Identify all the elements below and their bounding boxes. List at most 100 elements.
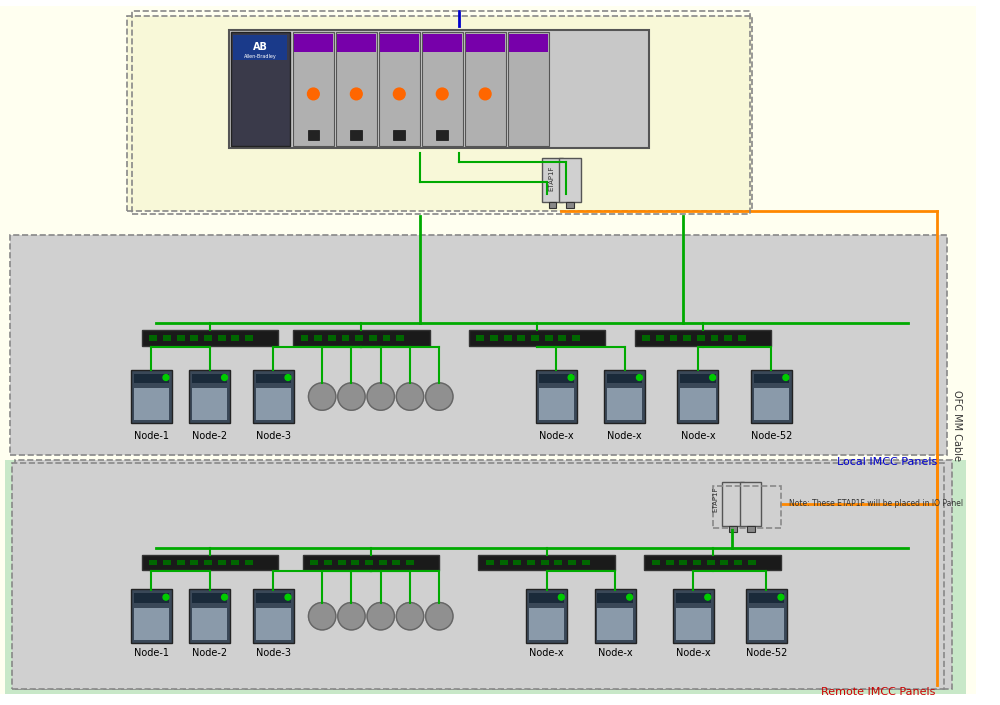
FancyBboxPatch shape (724, 335, 732, 341)
FancyBboxPatch shape (134, 594, 169, 603)
FancyBboxPatch shape (342, 335, 349, 341)
FancyBboxPatch shape (383, 335, 390, 341)
Circle shape (163, 594, 169, 600)
FancyBboxPatch shape (747, 526, 755, 532)
Circle shape (426, 603, 453, 630)
Text: Node-52: Node-52 (751, 431, 792, 441)
Circle shape (705, 594, 711, 600)
Circle shape (367, 383, 394, 410)
FancyBboxPatch shape (595, 589, 636, 643)
FancyBboxPatch shape (379, 560, 387, 565)
FancyBboxPatch shape (192, 594, 227, 603)
FancyBboxPatch shape (597, 608, 633, 640)
FancyBboxPatch shape (729, 526, 737, 532)
FancyBboxPatch shape (256, 374, 291, 384)
FancyBboxPatch shape (392, 560, 400, 565)
FancyBboxPatch shape (711, 335, 718, 341)
FancyBboxPatch shape (604, 369, 645, 424)
FancyBboxPatch shape (338, 560, 346, 565)
FancyBboxPatch shape (134, 374, 169, 384)
FancyBboxPatch shape (542, 158, 563, 202)
FancyBboxPatch shape (527, 560, 535, 565)
FancyBboxPatch shape (177, 335, 185, 341)
FancyBboxPatch shape (218, 335, 226, 341)
FancyBboxPatch shape (559, 158, 581, 202)
Circle shape (222, 374, 227, 381)
FancyBboxPatch shape (131, 589, 172, 643)
FancyBboxPatch shape (734, 560, 742, 565)
FancyBboxPatch shape (189, 589, 230, 643)
FancyBboxPatch shape (673, 589, 714, 643)
Circle shape (338, 383, 365, 410)
FancyBboxPatch shape (127, 16, 752, 211)
FancyBboxPatch shape (301, 335, 308, 341)
FancyBboxPatch shape (10, 235, 947, 455)
FancyBboxPatch shape (5, 460, 966, 694)
FancyBboxPatch shape (324, 560, 332, 565)
FancyBboxPatch shape (379, 32, 420, 146)
FancyBboxPatch shape (746, 589, 787, 643)
FancyBboxPatch shape (189, 369, 230, 424)
FancyBboxPatch shape (607, 374, 642, 384)
FancyBboxPatch shape (740, 482, 761, 526)
Circle shape (367, 603, 394, 630)
Circle shape (350, 88, 362, 100)
FancyBboxPatch shape (231, 32, 290, 146)
Circle shape (308, 88, 319, 100)
FancyBboxPatch shape (204, 560, 212, 565)
Circle shape (308, 603, 336, 630)
FancyBboxPatch shape (229, 30, 649, 147)
FancyBboxPatch shape (541, 560, 549, 565)
Text: Node-2: Node-2 (192, 649, 227, 658)
Circle shape (338, 603, 365, 630)
FancyBboxPatch shape (526, 589, 567, 643)
FancyBboxPatch shape (12, 463, 944, 689)
Circle shape (396, 603, 424, 630)
FancyBboxPatch shape (328, 335, 336, 341)
FancyBboxPatch shape (531, 335, 539, 341)
FancyBboxPatch shape (490, 335, 498, 341)
FancyBboxPatch shape (549, 202, 556, 208)
Text: Node-x: Node-x (607, 431, 642, 441)
FancyBboxPatch shape (677, 369, 718, 424)
Text: Node-2: Node-2 (192, 431, 227, 441)
FancyBboxPatch shape (469, 330, 605, 345)
FancyBboxPatch shape (293, 330, 430, 345)
FancyBboxPatch shape (351, 560, 359, 565)
Circle shape (627, 594, 633, 600)
FancyBboxPatch shape (245, 560, 253, 565)
FancyBboxPatch shape (749, 608, 784, 640)
FancyBboxPatch shape (722, 482, 744, 526)
FancyBboxPatch shape (350, 130, 362, 140)
FancyBboxPatch shape (142, 555, 278, 570)
FancyBboxPatch shape (697, 335, 705, 341)
FancyBboxPatch shape (192, 374, 227, 384)
FancyBboxPatch shape (308, 130, 319, 140)
FancyBboxPatch shape (572, 335, 580, 341)
FancyBboxPatch shape (508, 32, 549, 146)
Text: Node-3: Node-3 (256, 431, 291, 441)
FancyBboxPatch shape (754, 374, 789, 384)
Circle shape (558, 594, 564, 600)
Text: Node-x: Node-x (598, 649, 632, 658)
FancyBboxPatch shape (500, 560, 508, 565)
FancyBboxPatch shape (177, 560, 185, 565)
FancyBboxPatch shape (486, 560, 494, 565)
FancyBboxPatch shape (568, 560, 576, 565)
FancyBboxPatch shape (529, 608, 564, 640)
FancyBboxPatch shape (465, 32, 506, 146)
FancyBboxPatch shape (607, 388, 642, 420)
FancyBboxPatch shape (749, 594, 784, 603)
FancyBboxPatch shape (423, 35, 462, 52)
FancyBboxPatch shape (231, 560, 239, 565)
FancyBboxPatch shape (355, 335, 363, 341)
Circle shape (222, 594, 227, 600)
Text: Local IMCC Panels: Local IMCC Panels (837, 457, 937, 467)
Circle shape (426, 383, 453, 410)
Text: Node-3: Node-3 (256, 649, 291, 658)
FancyBboxPatch shape (396, 335, 404, 341)
FancyBboxPatch shape (582, 560, 590, 565)
Circle shape (285, 374, 291, 381)
FancyBboxPatch shape (149, 560, 157, 565)
FancyBboxPatch shape (380, 35, 419, 52)
